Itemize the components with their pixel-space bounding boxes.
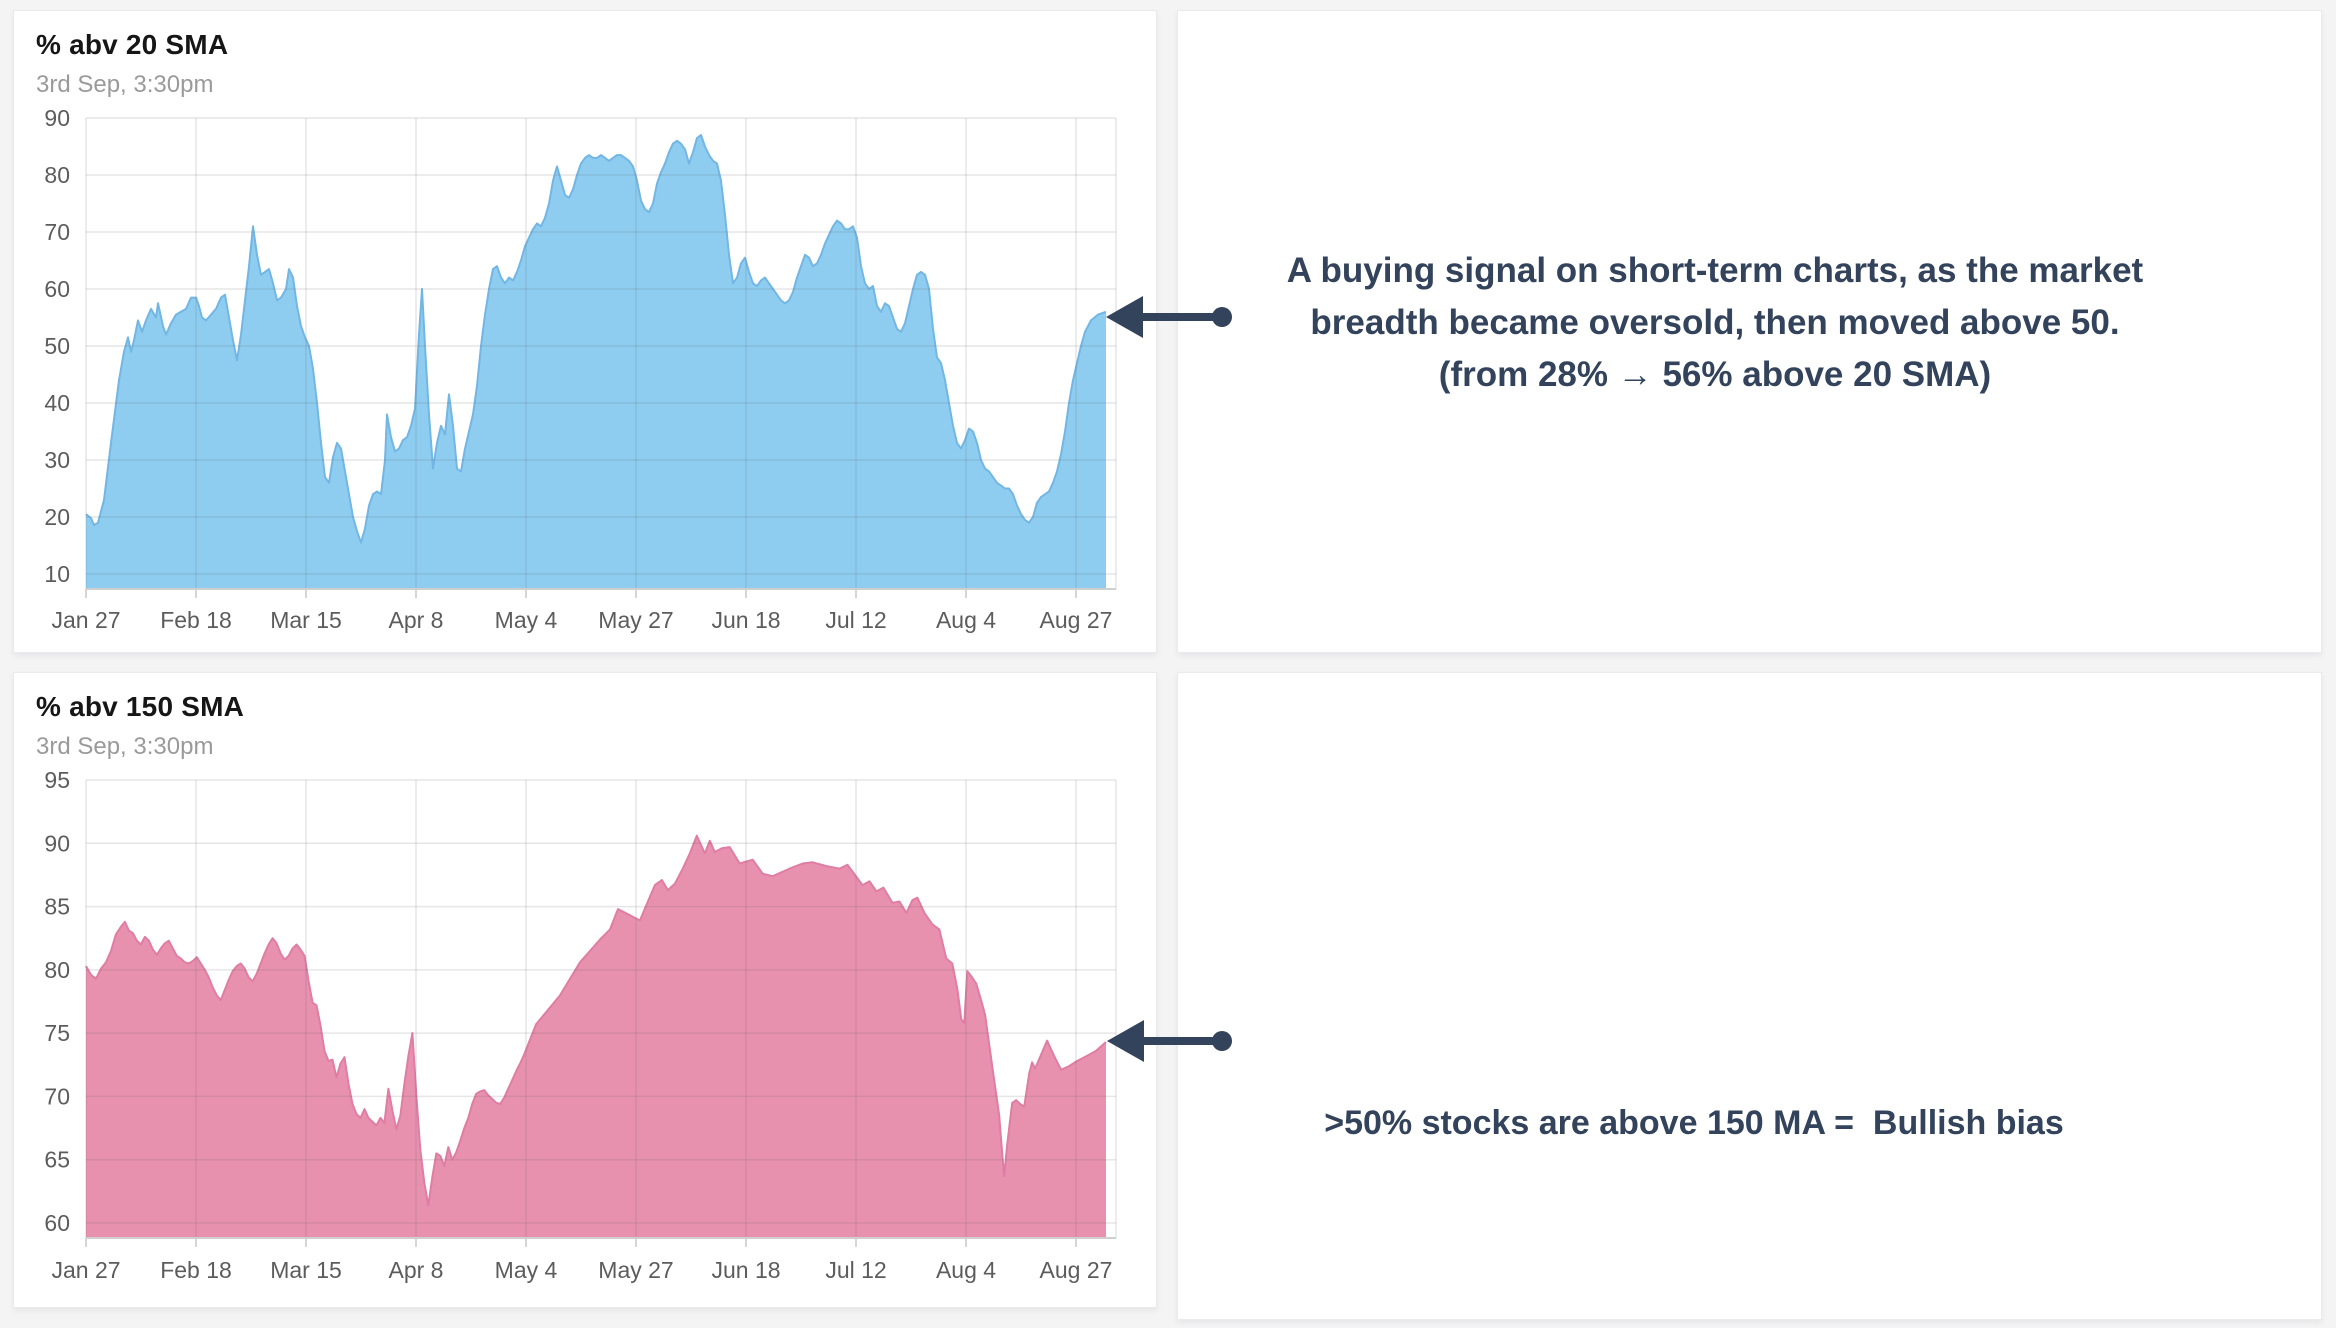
area-line [85,134,1107,544]
x-axis-label: Mar 15 [270,1257,342,1283]
chart-title: % abv 150 SMA [36,691,245,722]
note-card-20sma: A buying signal on short-term charts, as… [1177,10,2322,653]
x-axis-label: May 4 [495,1257,558,1283]
y-axis-label: 50 [44,333,70,359]
y-axis-label: 60 [44,276,70,302]
y-axis-label: 95 [44,767,70,793]
x-axis-label: Feb 18 [160,1257,232,1283]
y-axis-label: 90 [44,105,70,131]
y-axis-label: 75 [44,1020,70,1046]
y-axis-label: 10 [44,561,70,587]
annotation-line: >50% stocks are above 150 MA = Bullish b… [1324,1104,2064,1142]
x-axis-label: Aug 27 [1040,607,1113,633]
annotation-text-20sma: A buying signal on short-term charts, as… [1178,245,2252,401]
y-axis-label: 30 [44,447,70,473]
y-axis-label: 60 [44,1210,70,1236]
x-axis-label: Aug 27 [1040,1257,1113,1283]
x-axis-label: Jun 18 [711,607,780,633]
area-fill [86,835,1106,1238]
y-axis-label: 85 [44,894,70,920]
annotation-line: breadth became oversold, then moved abov… [1310,303,2120,342]
y-axis-label: 80 [44,162,70,188]
chart-card-150sma: % abv 150 SMA 3rd Sep, 3:30pm 95 90 85 80 75… [13,672,1157,1308]
area-chart-150sma: 95 90 85 80 75 70 65 60 Jan 27 Feb 18 Mar 15 Apr 8 M… [44,767,1117,1283]
chart-card-20sma: % abv 20 SMA 3rd Sep, 3:30pm 90 80 70 60 50 4… [13,10,1157,653]
x-axis-label: Apr 8 [389,607,444,633]
chart-timestamp: 3rd Sep, 3:30pm [36,733,214,760]
chart-title: % abv 20 SMA [36,29,229,60]
annotation-line: A buying signal on short-term charts, as… [1286,251,2144,290]
y-axis-label: 40 [44,390,70,416]
area-line [85,834,1107,1207]
x-axis-label: Aug 4 [936,607,996,633]
area-chart-20sma: 90 80 70 60 50 40 30 20 10 Jan 27 Feb 18 Mar 15 Apr … [44,105,1117,633]
x-axis-label: May 27 [598,1257,673,1283]
x-axis-label: Aug 4 [936,1257,996,1283]
x-axis-label: Jan 27 [51,1257,120,1283]
note-card-150sma: >50% stocks are above 150 MA = Bullish b… [1177,672,2322,1320]
annotation-line: (from 28% → 56% above 20 SMA) [1438,355,1992,394]
x-axis-label: Apr 8 [389,1257,444,1283]
x-axis-label: Jul 12 [825,607,886,633]
y-axis-label: 90 [44,830,70,856]
x-axis-label: Feb 18 [160,607,232,633]
y-axis-label: 65 [44,1147,70,1173]
y-axis-label: 80 [44,957,70,983]
x-axis-label: Jul 12 [825,1257,886,1283]
x-axis-label: Mar 15 [270,607,342,633]
x-axis-label: May 27 [598,607,673,633]
area-fill [86,135,1106,589]
y-axis-label: 70 [44,219,70,245]
x-axis-label: Jan 27 [51,607,120,633]
x-axis-label: May 4 [495,607,558,633]
chart-timestamp: 3rd Sep, 3:30pm [36,71,214,98]
annotation-text-150sma: >50% stocks are above 150 MA = Bullish b… [1218,1018,2170,1228]
y-axis-label: 20 [44,504,70,530]
x-axis-label: Jun 18 [711,1257,780,1283]
y-axis-label: 70 [44,1083,70,1109]
